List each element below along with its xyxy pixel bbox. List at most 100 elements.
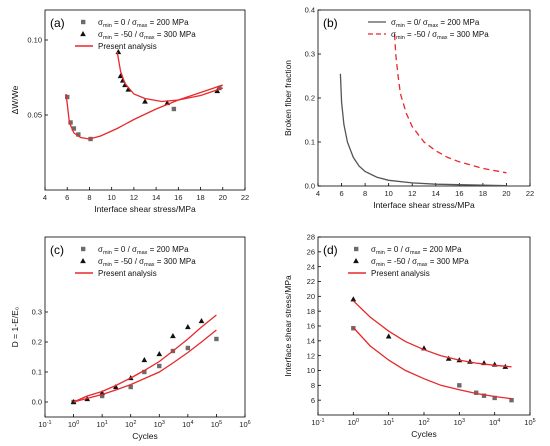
x-tick-label: 10: [107, 193, 115, 202]
x-tick-label: 12: [130, 193, 138, 202]
legend-entry-text: σmin = -50 / σmax = 300 MPa: [98, 30, 196, 41]
x-tick-label: 105: [211, 420, 222, 429]
y-axis-label: Interface shear stress/MPa: [283, 275, 293, 377]
x-tick-label: 101: [383, 418, 394, 427]
x-tick-label: 102: [418, 418, 429, 427]
model-curve: [73, 314, 217, 403]
y-tick-label: 0.2: [305, 94, 315, 103]
data-point-square: [185, 345, 191, 351]
data-point-square: [457, 383, 462, 388]
y-tick-label: 0.0: [305, 182, 315, 191]
model-curve: [116, 51, 224, 103]
data-point-square: [509, 397, 514, 403]
y-tick-label: 8: [311, 381, 315, 390]
legend-entry-text: Present analysis: [371, 269, 430, 278]
plot-frame: [44, 236, 246, 418]
legend-swatch-triangle: [80, 258, 86, 264]
panel-label: (c): [50, 243, 64, 257]
x-tick-label: 10-1: [311, 418, 324, 427]
x-tick-label: 14: [152, 193, 160, 202]
x-tick-label: 102: [125, 420, 136, 429]
y-axis-label: Broken fiber fraction: [283, 60, 293, 136]
x-tick-label: 6: [65, 193, 69, 202]
data-point-triangle: [185, 324, 191, 330]
data-point-square: [473, 390, 479, 395]
y-tick-label: 0.1: [305, 138, 315, 147]
data-point-square: [217, 85, 222, 91]
x-tick-label: 103: [154, 420, 165, 429]
x-axis-label: Cycles: [132, 431, 158, 441]
data-point-square: [68, 120, 73, 125]
data-point-square: [142, 369, 147, 375]
data-point-triangle: [141, 357, 148, 363]
x-tick-label: 6: [339, 189, 343, 198]
y-tick-label: 0.05: [27, 111, 42, 120]
legend-entry-text: σmin = 0 / σmax = 200 MPa: [371, 245, 462, 256]
x-tick-label: 12: [408, 189, 416, 198]
data-point-triangle: [112, 384, 119, 390]
x-tick-label: 100: [348, 418, 359, 427]
y-tick-label: 0.0: [32, 398, 42, 407]
x-tick-label: 10: [384, 189, 392, 198]
data-point-square: [128, 384, 133, 390]
legend-swatch-square: [81, 246, 86, 252]
legend-swatch-square: [81, 19, 86, 25]
data-point-square: [214, 336, 219, 342]
data-point-triangle: [385, 333, 392, 339]
series-line-solid: [339, 73, 507, 187]
data-point-square: [99, 393, 105, 399]
legend-swatch-triangle: [353, 258, 359, 264]
panel-b-plot: 4 6 8 10 12 14 16 18 20 22 0.0 0.1 0.2 0.3 0.4 Interfac…: [283, 6, 534, 210]
y-tick-label: 0.10: [27, 36, 42, 45]
x-tick-label: 8: [363, 189, 367, 198]
data-point-triangle: [142, 98, 148, 104]
data-point-triangle: [350, 296, 357, 302]
y-tick-label: 0.4: [305, 6, 315, 15]
data-point-triangle: [156, 351, 163, 357]
x-axis-label: Cycles: [411, 429, 437, 439]
y-tick-label: 14: [307, 336, 315, 345]
x-axis-label: Interface shear stress/MPa: [94, 204, 196, 214]
y-axis-label: ΔW/We: [10, 85, 20, 114]
data-point-triangle: [198, 318, 205, 324]
y-tick-label: 10: [307, 366, 315, 375]
data-point-square: [481, 393, 487, 398]
plot-frame: [44, 9, 246, 191]
legend-entry-text: σmin = -50 / σmax = 300 MPa: [98, 257, 196, 268]
x-tick-label: 18: [196, 193, 204, 202]
y-tick-label: 24: [307, 262, 315, 271]
model-curve: [73, 329, 217, 403]
y-tick-label: 0.2: [32, 338, 42, 347]
y-tick-label: 16: [307, 322, 315, 331]
x-tick-label: 20: [219, 193, 227, 202]
y-tick-label: 0.3: [32, 308, 42, 317]
x-tick-label: 104: [182, 420, 193, 429]
series-line-dashed: [393, 34, 507, 174]
model-curve: [352, 327, 512, 400]
model-curve: [65, 84, 224, 140]
model-curve: [352, 300, 512, 368]
x-tick-label: 10-1: [38, 420, 51, 429]
x-tick-label: 101: [96, 420, 107, 429]
panel-label: (d): [323, 243, 338, 257]
data-point-triangle: [170, 333, 176, 339]
data-point-square: [492, 395, 497, 401]
x-tick-label: 14: [432, 189, 440, 198]
data-point-square: [157, 363, 162, 369]
legend-entry-text: Present analysis: [98, 269, 157, 278]
legend-swatch-square: [354, 246, 359, 252]
x-tick-label: 106: [239, 420, 250, 429]
y-tick-label: 20: [307, 292, 315, 301]
legend-entry-text: σmin = 0/ σmax = 200 MPa: [391, 18, 480, 29]
y-tick-label: 12: [307, 351, 315, 360]
panel-a-plot: 4 6 8 10 12 14 16 18 20 22 0.05 0.10 Interface shear…: [10, 9, 249, 214]
y-tick-label: 0.3: [305, 50, 315, 59]
y-axis-label: D = 1-E/E₀: [10, 306, 20, 347]
x-tick-label: 4: [43, 193, 47, 202]
x-tick-label: 104: [489, 418, 500, 427]
x-tick-label: 20: [502, 189, 510, 198]
